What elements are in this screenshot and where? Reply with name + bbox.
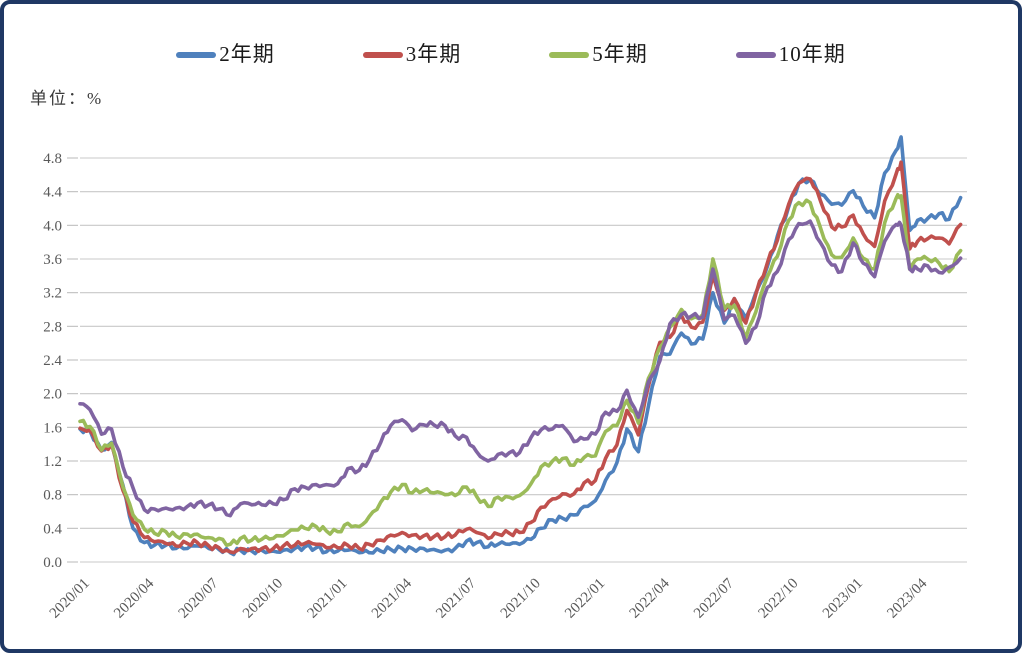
- y-axis-label: 3.2: [43, 286, 62, 302]
- y-axis-label: 2.8: [43, 319, 62, 335]
- x-axis-label: 2020/10: [240, 576, 286, 622]
- x-axis-label: 2021/01: [304, 576, 350, 622]
- x-axis-label: 2022/04: [627, 575, 673, 621]
- y-axis-label: 4.8: [43, 151, 62, 167]
- x-axis-label: 2022/01: [562, 576, 608, 622]
- legend-item-2y: 2年期: [176, 44, 275, 65]
- y-axis-label: 0.8: [43, 488, 62, 504]
- series-line-5年期: [78, 193, 963, 547]
- legend-swatch-3y-icon: [362, 51, 403, 58]
- x-axis-label: 2022/10: [755, 576, 801, 622]
- x-axis-label: 2023/01: [820, 576, 866, 622]
- legend-item-5y: 5年期: [549, 44, 648, 65]
- x-axis-label: 2023/04: [884, 575, 930, 621]
- legend-item-3y: 3年期: [362, 42, 462, 66]
- legend-swatch-5y-icon: [549, 51, 590, 58]
- x-axis-label: 2021/04: [369, 575, 415, 621]
- legend-label-3y: 3年期: [405, 42, 462, 66]
- series-line-2年期: [78, 135, 963, 557]
- x-axis-label: 2020/04: [111, 575, 157, 621]
- legend-swatch-2y-icon: [176, 51, 217, 58]
- x-axis-label: 2021/07: [433, 575, 479, 621]
- legend: 2年期 3年期 5年期 10年期: [0, 44, 1022, 65]
- legend-label-10y: 10年期: [778, 42, 846, 66]
- x-axis-label: 2020/01: [47, 576, 93, 622]
- y-axis-label: 4.0: [43, 218, 62, 234]
- legend-label-2y: 2年期: [219, 42, 275, 66]
- legend-item-10y: 10年期: [735, 42, 846, 66]
- y-axis-label: 1.6: [43, 420, 62, 436]
- series-line-3年期: [78, 160, 963, 555]
- x-axis-label: 2020/07: [176, 575, 222, 621]
- y-axis-label: 2.0: [43, 387, 62, 403]
- y-axis-label: 1.2: [43, 454, 62, 470]
- y-axis-label: 4.4: [43, 185, 62, 201]
- y-axis-label: 2.4: [43, 353, 62, 369]
- y-axis-label: 3.6: [43, 252, 62, 268]
- unit-label: 单位：%: [30, 89, 104, 108]
- legend-swatch-10y-icon: [735, 51, 776, 58]
- y-axis-label: 0.0: [43, 555, 62, 571]
- x-axis-label: 2021/10: [498, 576, 544, 622]
- y-axis-label: 0.4: [43, 521, 62, 537]
- series-line-10年期: [78, 219, 963, 518]
- legend-label-5y: 5年期: [592, 42, 648, 66]
- x-axis-label: 2022/07: [691, 575, 737, 621]
